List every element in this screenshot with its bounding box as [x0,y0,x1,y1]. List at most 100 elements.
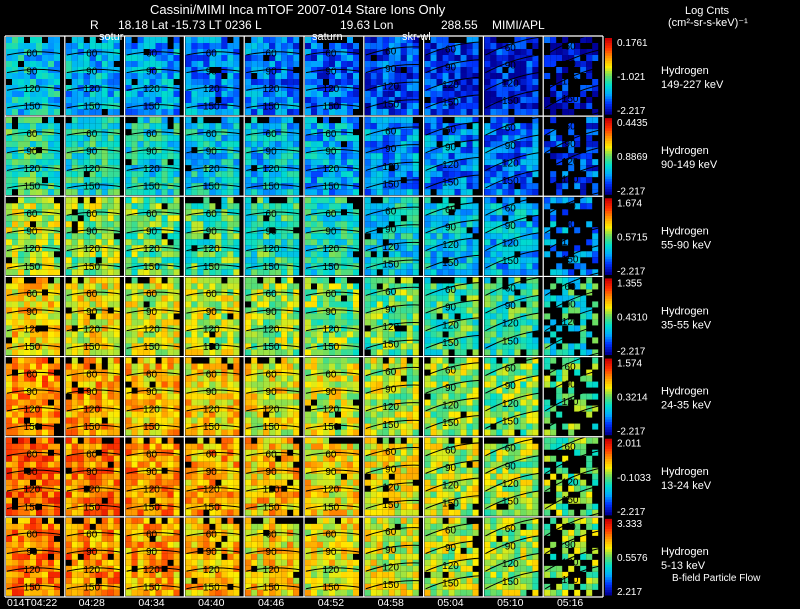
heatmap-cell [323,197,329,204]
heatmap-cell [24,189,30,196]
heatmap-cell [6,141,12,148]
heatmap-cell [353,135,359,142]
heatmap-cell [89,357,96,364]
heatmap-cell [18,197,24,204]
heatmap-cell [329,73,335,79]
heatmap-cell [48,363,54,370]
heatmap-cell [287,171,294,178]
heatmap-cell [12,227,18,234]
heatmap-cell [36,135,42,142]
heatmap-cell [311,177,317,184]
heatmap-cell [287,239,294,246]
heatmap-cell [30,61,36,67]
heatmap-cell [149,307,156,314]
heatmap-cell [149,189,156,196]
heatmap-cell [508,159,515,166]
heatmap-cell [137,203,144,210]
heatmap-cell [137,141,144,148]
heatmap-cell [382,203,389,210]
heatmap-cell [460,117,467,124]
contour-label: 120 [24,244,41,255]
heatmap-cell [556,91,563,97]
heatmap-cell [430,245,437,252]
heatmap-cell [448,129,455,136]
heatmap-cell [526,331,533,338]
heatmap-cell [388,197,395,204]
heatmap-cell [18,269,24,276]
heatmap-cell [101,189,108,196]
heatmap-cell [287,141,294,148]
heatmap-cell [436,97,443,103]
heatmap-cell [185,61,192,67]
contour-label: 60 [385,127,397,138]
heatmap-cell [197,79,204,85]
heatmap-cell [269,109,276,115]
heatmap-cell [215,295,222,302]
heatmap-cell [562,171,569,178]
heatmap-cell [448,257,455,264]
heatmap-cell [388,109,395,115]
heatmap-cell [173,43,180,49]
heatmap-cell [203,319,210,326]
heatmap-cell [412,73,419,79]
heatmap-cell [191,313,198,320]
heatmap-cell [12,325,18,332]
heatmap-cell [400,165,407,172]
heatmap-cell [18,91,24,97]
heatmap-cell [173,91,180,97]
heatmap-cell [293,283,300,290]
heatmap-cell [221,295,228,302]
heatmap-cell [101,153,108,160]
heatmap-cell [311,257,317,264]
heatmap-cell [364,177,371,184]
heatmap-cell [269,61,276,67]
heatmap-cell [161,141,168,148]
heatmap-cell [251,319,258,326]
heatmap-cell [125,197,132,204]
heatmap-cell [107,337,114,344]
heatmap-cell [269,215,276,222]
heatmap-cell [442,91,449,97]
heatmap-cell [12,67,18,73]
heatmap-cell [484,215,491,222]
contour-line [425,254,482,269]
heatmap-cell [472,325,479,332]
heatmap-cell [155,183,162,190]
heatmap-cell [442,189,449,196]
heatmap-cell [364,331,371,338]
colorbar-segment [605,143,612,147]
heatmap-cell [149,79,156,85]
heatmap-cell [167,73,174,79]
colorbar-segment [605,109,612,113]
heatmap-cell [233,67,240,73]
heatmap-cell [502,117,509,124]
heatmap-cell [221,283,228,290]
heatmap-cell [376,171,383,178]
heatmap-cell [526,141,533,148]
colorbar-segment [605,128,612,132]
heatmap-cell [460,283,467,290]
heatmap-cell [448,227,455,234]
heatmap-cell [508,313,515,320]
heatmap-cell [197,189,204,196]
heatmap-cell [161,313,168,320]
heatmap-cell [448,183,455,190]
heatmap-cell [448,325,455,332]
heatmap-cell [370,129,377,136]
heatmap-cell [472,331,479,338]
contour-line [246,68,303,74]
heatmap-cell [347,349,353,356]
heatmap-cell [293,55,300,61]
heatmap-cell [18,381,24,388]
heatmap-cell [388,331,395,338]
contour-label: 120 [502,319,519,330]
heatmap-cell [460,49,467,55]
heatmap-cell [406,73,413,79]
heatmap-cell [54,283,60,290]
heatmap-cell [209,325,216,332]
heatmap-cell [54,289,60,296]
heatmap-cell [83,135,90,142]
contour-line [485,71,542,91]
heatmap-cell [30,245,36,252]
heatmap-cell [466,135,473,142]
